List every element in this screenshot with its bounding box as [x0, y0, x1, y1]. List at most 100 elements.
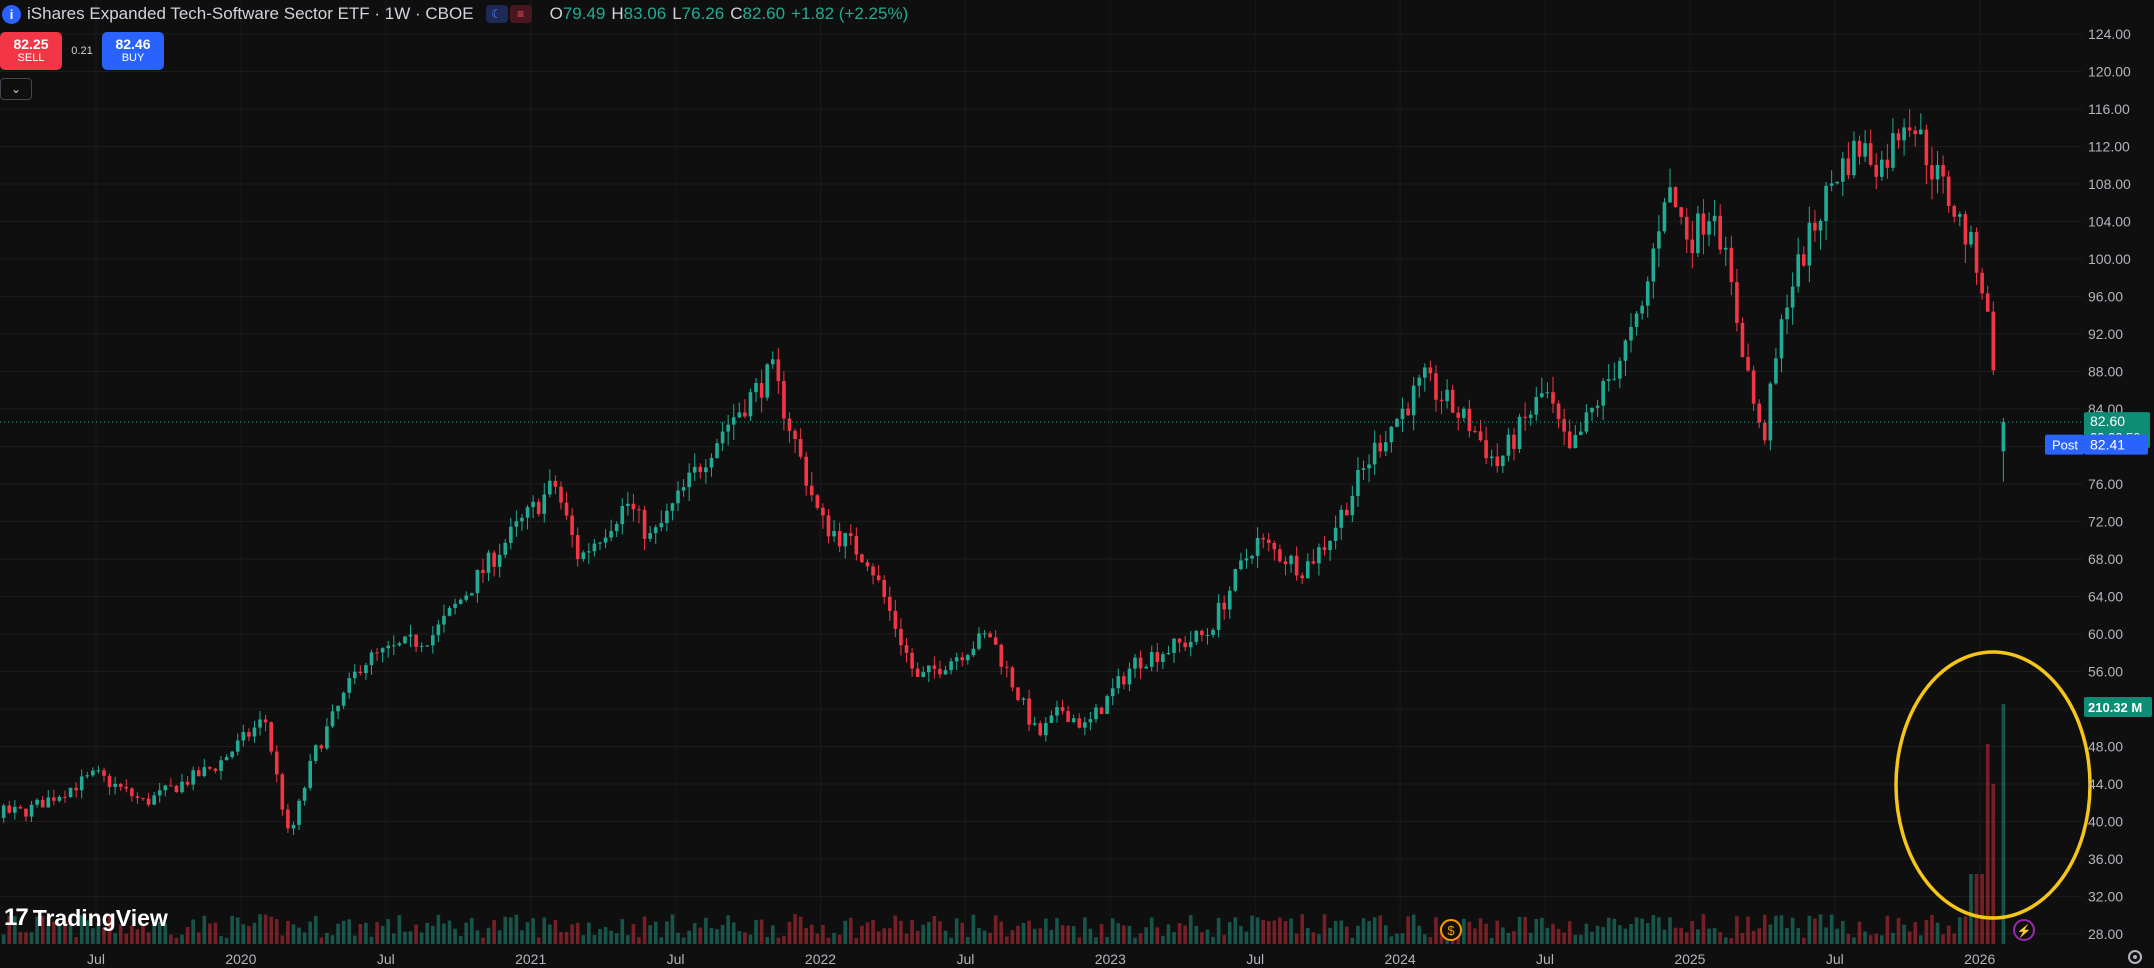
info-icon[interactable]: i: [2, 4, 21, 24]
volume-bar: [1367, 921, 1371, 944]
volume-bar: [269, 916, 273, 944]
volume-bar: [1227, 922, 1232, 944]
volume-bar: [1166, 924, 1171, 944]
candle-body: [765, 364, 769, 398]
volume-bar: [375, 922, 379, 944]
volume-bar: [1517, 916, 1522, 944]
candle-body: [1300, 575, 1304, 579]
price-tick-label: 60.00: [2088, 626, 2123, 642]
candle-body: [1857, 140, 1862, 157]
candle-body: [1740, 322, 1745, 358]
volume-bar: [102, 927, 106, 944]
candle-body: [1668, 187, 1672, 203]
candle-body: [85, 775, 90, 777]
candle-body: [436, 624, 441, 636]
candle-body: [286, 809, 290, 829]
time-tick-label: 2020: [225, 951, 256, 967]
dividend-glyph: $: [1447, 923, 1455, 938]
volume-bar: [1868, 935, 1873, 944]
volume-bar: [1807, 915, 1812, 944]
candle-body: [1762, 422, 1767, 441]
candle-body: [169, 785, 173, 787]
settings-icon[interactable]: [2128, 950, 2142, 964]
candle-body: [503, 542, 508, 555]
buy-button[interactable]: 82.46 BUY: [102, 32, 164, 70]
candle-body: [1361, 468, 1366, 470]
close-key: C: [730, 4, 743, 23]
volume-bar: [854, 937, 859, 944]
volume-bar: [1723, 937, 1728, 944]
volume-bar: [1423, 934, 1427, 944]
candle-body: [1244, 558, 1249, 561]
volume-bar: [1618, 925, 1622, 944]
candle-body: [113, 783, 117, 787]
volume-bar: [470, 917, 474, 944]
candle-body: [887, 596, 892, 611]
candle-body: [1473, 431, 1477, 433]
volume-bar: [1740, 932, 1745, 944]
candle-body: [1088, 719, 1093, 723]
volume-bar: [1913, 922, 1918, 944]
candle-body: [993, 637, 998, 645]
candle-body: [1, 805, 6, 818]
candle-body: [1584, 412, 1589, 432]
candle-body: [1350, 495, 1355, 516]
volume-bar: [291, 924, 296, 944]
candle-body: [1077, 718, 1082, 728]
collapse-legend-button[interactable]: ⌄: [0, 78, 32, 100]
volume-bar: [1049, 929, 1054, 944]
tradingview-logo[interactable]: 17 TradingView: [4, 904, 168, 932]
volume-bar: [18, 932, 23, 944]
price-tick-label: 100.00: [2088, 251, 2131, 267]
candle-body: [759, 382, 764, 398]
volume-bar: [681, 937, 686, 944]
volume-bar: [185, 927, 190, 944]
candle-body: [347, 678, 352, 693]
candle-body: [670, 503, 675, 511]
sell-button[interactable]: 82.25 SELL: [0, 32, 62, 70]
high-value: 83.06: [623, 4, 667, 23]
volume-bar: [1718, 931, 1722, 944]
volume-bar: [191, 919, 195, 944]
volume-bar: [837, 934, 842, 944]
candle-body: [1651, 248, 1656, 282]
candle-body: [809, 485, 814, 496]
candle-body: [793, 430, 797, 439]
volume-bar: [497, 930, 502, 944]
volume-bar: [1300, 914, 1304, 944]
volume-bar: [63, 920, 67, 944]
volume-bar: [1779, 915, 1784, 944]
candle-body: [391, 645, 396, 647]
moon-icon[interactable]: ☾: [485, 5, 508, 23]
post-label: Post: [2052, 438, 2078, 453]
volume-bar: [157, 921, 162, 944]
volume-bar: [670, 914, 675, 944]
candle-body: [1935, 164, 1940, 180]
volume-bar: [1261, 919, 1265, 944]
equals-icon[interactable]: ≡: [509, 5, 532, 23]
candle-body: [832, 531, 836, 537]
volume-bar: [91, 928, 95, 944]
volume-bar: [960, 922, 965, 944]
volume-bar: [999, 921, 1004, 944]
price-tick-label: 64.00: [2088, 589, 2123, 605]
candle-body: [1222, 602, 1226, 610]
volume-bar: [213, 922, 218, 944]
volume-bar: [1846, 933, 1851, 944]
candle-body: [743, 412, 747, 417]
candle-body: [1640, 305, 1644, 314]
volume-bar: [587, 922, 591, 944]
volume-bar: [224, 937, 229, 944]
symbol-title[interactable]: iShares Expanded Tech-Software Sector ET…: [27, 4, 474, 23]
candle-body: [1562, 419, 1566, 432]
candle-body: [1411, 385, 1416, 416]
candle-body: [1751, 370, 1756, 404]
candle-body: [681, 487, 686, 491]
volume-label: 210.32 M: [2088, 700, 2142, 715]
volume-bar: [141, 924, 145, 944]
volume-bar: [1902, 924, 1906, 944]
candle-body: [1963, 214, 1968, 245]
volume-bar: [1907, 931, 1912, 944]
volume-bar: [113, 933, 117, 944]
